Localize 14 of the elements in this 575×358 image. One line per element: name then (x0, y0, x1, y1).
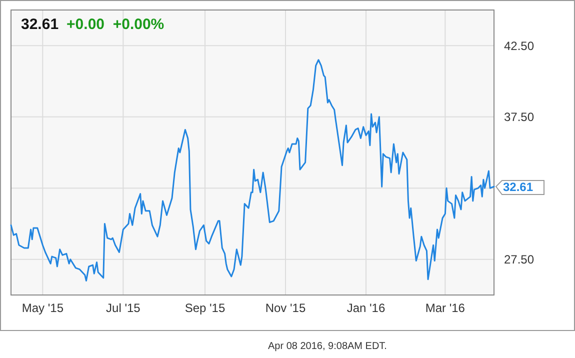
y-tick-label: 37.50 (504, 110, 534, 124)
line-series (10, 59, 495, 282)
x-tick-label: May '15 (22, 301, 64, 315)
x-tick-label: Jul '15 (106, 301, 141, 315)
x-tick-label: Mar '16 (425, 301, 466, 315)
text: Apr 08 2016, 9:08AM EDT. (268, 341, 387, 352)
chart-subtitle: +0.00 +0.00% (66, 16, 164, 33)
x-tick-label: Sep '15 (184, 301, 226, 315)
y-tick-label: 42.50 (504, 38, 534, 53)
y-tick-label: 27.50 (504, 252, 534, 267)
annotation: 32.61 (503, 180, 534, 194)
x-tick-label: Nov '15 (265, 301, 306, 315)
x-tick-label: Jan '16 (346, 301, 386, 315)
chart-title: 32.61 (21, 16, 59, 33)
